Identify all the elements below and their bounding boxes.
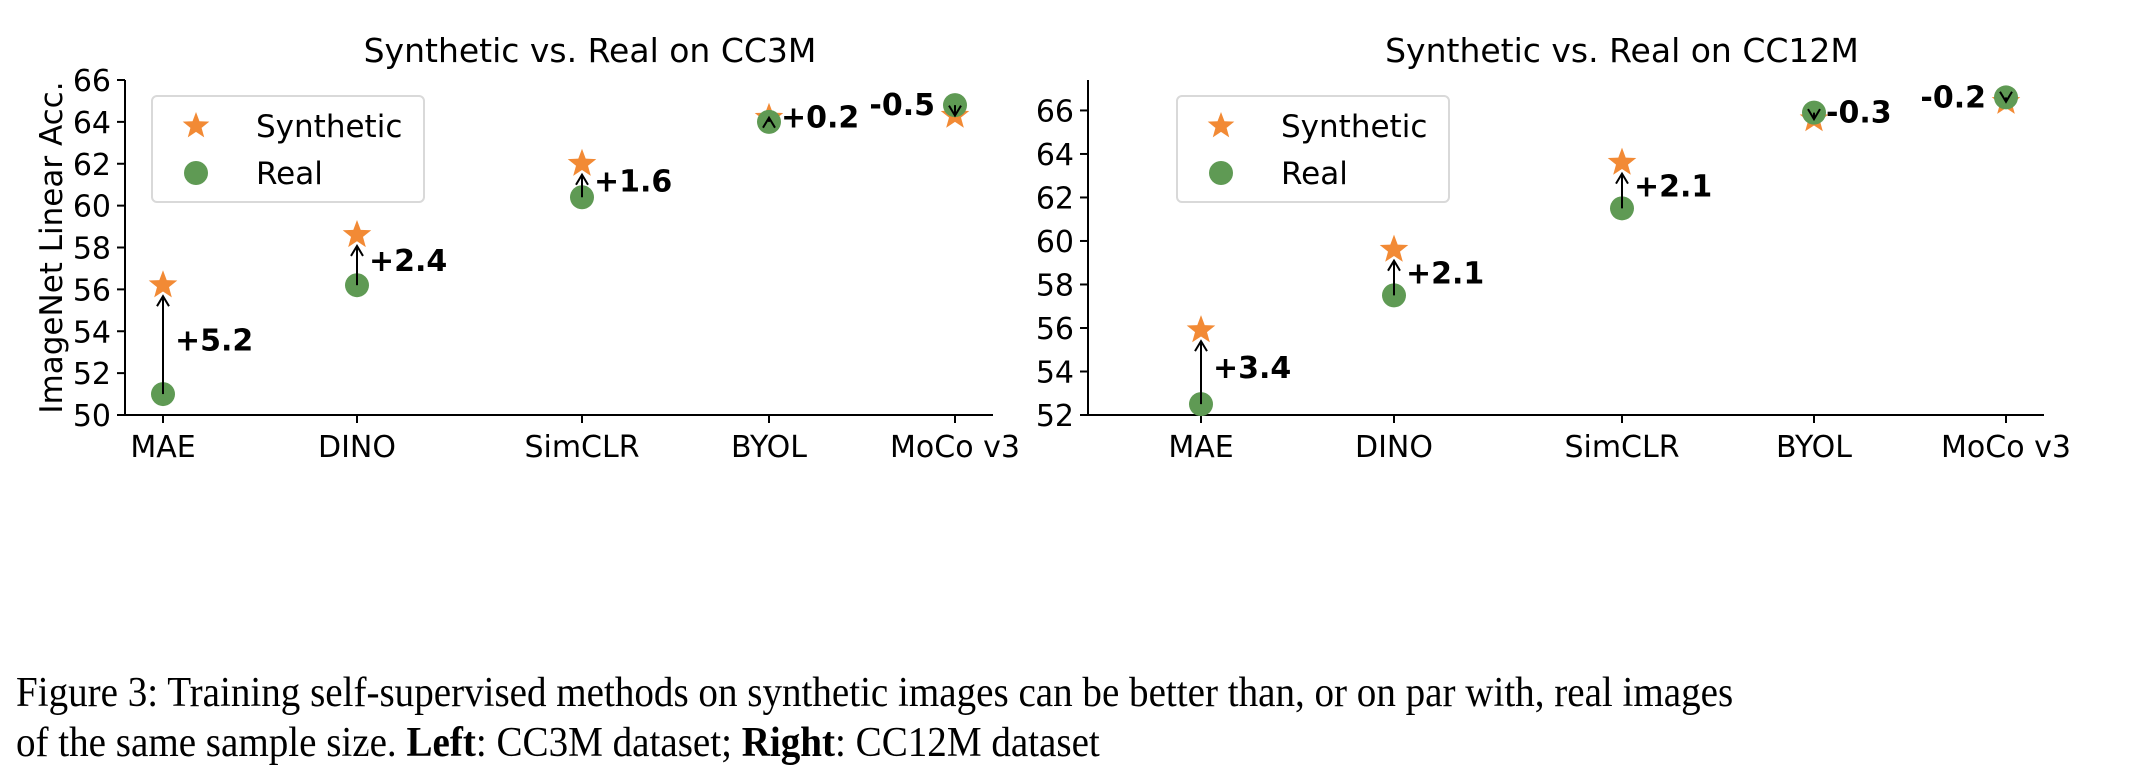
chart-left-cc3m: Synthetic vs. Real on CC3M 50 52 54 56 58 60 62… — [34, 31, 1020, 465]
y-tick-label: 64 — [73, 106, 111, 141]
y-tick-label: 66 — [73, 64, 111, 99]
y-tick-label: 56 — [73, 273, 111, 308]
caption-text: Training self-supervised methods on synt… — [158, 670, 1734, 716]
y-tick-label: 56 — [1036, 312, 1074, 347]
caption-line-2: of the same sample size. Left: CC3M data… — [16, 718, 1988, 768]
figure-caption: Figure 3: Training self-supervised metho… — [16, 668, 1988, 768]
caption-text: of the same sample size. — [16, 720, 407, 766]
y-tick-label: 52 — [73, 357, 111, 392]
synthetic-point — [1607, 147, 1637, 175]
delta-label: +5.2 — [175, 324, 253, 359]
x-tick-label: DINO — [318, 430, 396, 465]
caption-right-label: Right — [741, 720, 836, 766]
delta-label: +0.2 — [781, 101, 859, 136]
y-tick-label: 60 — [73, 190, 111, 225]
y-tick-label: 64 — [1036, 138, 1074, 173]
legend-label-real: Real — [1281, 156, 1348, 192]
caption-text: : CC3M dataset; — [475, 720, 742, 766]
x-tick-label: MAE — [1168, 430, 1233, 465]
legend-box — [1176, 95, 1450, 203]
synthetic-point — [342, 219, 372, 248]
delta-label: +3.4 — [1213, 351, 1291, 386]
y-tick-label: 66 — [1036, 94, 1074, 129]
delta-label: -0.3 — [1826, 96, 1892, 131]
synthetic-point — [148, 270, 178, 298]
delta-label: -0.2 — [1920, 80, 1986, 115]
delta-arrowhead — [575, 172, 589, 186]
legend-label-synthetic: Synthetic — [256, 109, 402, 145]
synthetic-point — [567, 148, 597, 176]
y-tick-label: 52 — [1036, 399, 1074, 434]
y-tick-label: 54 — [73, 315, 111, 350]
x-tick-label: SimCLR — [524, 430, 639, 465]
delta-label: +2.1 — [1634, 170, 1712, 205]
chart-right-cc12m: Synthetic vs. Real on CC12M 52 54 56 58 60 62 6… — [1036, 31, 2071, 465]
x-tick-label: DINO — [1355, 430, 1433, 465]
y-tick-label: 50 — [73, 399, 111, 434]
legend-circle-icon — [1209, 161, 1233, 185]
delta-arrowhead — [1194, 339, 1208, 352]
legend-label-real: Real — [256, 156, 323, 192]
synthetic-point — [1186, 315, 1216, 343]
chart-title: Synthetic vs. Real on CC12M — [1385, 31, 1859, 70]
x-tick-label: MoCo v3 — [1941, 430, 2071, 465]
delta-label: +2.1 — [1406, 257, 1484, 292]
x-tick-label: BYOL — [1776, 430, 1852, 465]
legend-star-icon — [182, 112, 210, 138]
delta-arrowhead — [948, 105, 962, 118]
delta-arrowhead — [350, 243, 364, 257]
delta-arrowhead — [1807, 108, 1821, 122]
x-tick-label: MoCo v3 — [890, 430, 1020, 465]
delta-arrowhead — [762, 115, 776, 129]
y-tick-label: 58 — [73, 232, 111, 267]
x-tick-label: MAE — [130, 430, 195, 465]
y-tick-label: 58 — [1036, 268, 1074, 303]
y-tick-label: 54 — [1036, 355, 1074, 390]
x-tick-label: SimCLR — [1564, 430, 1679, 465]
y-tick-label: 62 — [73, 148, 111, 183]
legend-label-synthetic: Synthetic — [1281, 109, 1427, 145]
y-tick-label: 62 — [1036, 181, 1074, 216]
delta-arrowhead — [156, 294, 170, 307]
y-axis-label: ImageNet Linear Acc. — [34, 81, 70, 413]
y-tick-label: 60 — [1036, 225, 1074, 260]
delta-arrowhead — [1615, 171, 1629, 185]
caption-figure-label: Figure 3: — [16, 670, 159, 716]
caption-left-label: Left — [406, 720, 476, 766]
legend-box — [151, 95, 425, 203]
synthetic-point — [1379, 234, 1409, 262]
chart-title: Synthetic vs. Real on CC3M — [364, 31, 817, 70]
caption-text: : CC12M dataset — [835, 720, 1100, 766]
figure-canvas: Synthetic vs. Real on CC3M 50 52 54 56 58 60 62… — [34, 31, 2071, 465]
caption-line-1: Figure 3: Training self-supervised metho… — [16, 668, 1988, 718]
legend-circle-icon — [184, 161, 208, 185]
delta-arrowhead — [1387, 258, 1401, 272]
x-tick-label: BYOL — [731, 430, 807, 465]
delta-label: +2.4 — [369, 244, 447, 279]
delta-arrowhead — [1999, 91, 2013, 104]
delta-label: +1.6 — [594, 165, 672, 200]
legend-star-icon — [1207, 112, 1235, 138]
delta-label: -0.5 — [869, 88, 935, 123]
